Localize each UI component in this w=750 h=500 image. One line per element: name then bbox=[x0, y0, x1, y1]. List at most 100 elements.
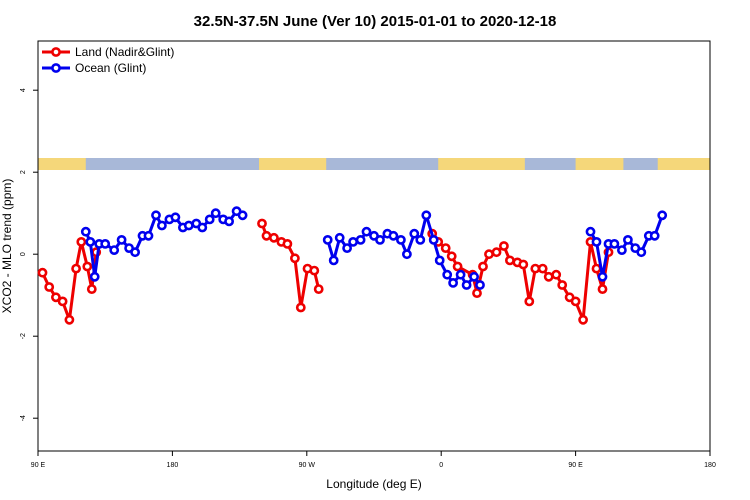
series-layer bbox=[37, 206, 668, 325]
data-point bbox=[421, 210, 432, 221]
data-point bbox=[295, 302, 306, 313]
data-point bbox=[609, 238, 620, 249]
data-point bbox=[309, 265, 320, 276]
data-point bbox=[623, 234, 633, 245]
data-point bbox=[401, 249, 412, 260]
data-point bbox=[44, 282, 55, 292]
data-point bbox=[504, 255, 515, 266]
data-point bbox=[82, 261, 93, 272]
legend-ocean-marker bbox=[51, 63, 61, 73]
data-point bbox=[518, 259, 529, 270]
data-point bbox=[289, 253, 300, 264]
data-point bbox=[143, 230, 154, 241]
data-point bbox=[440, 243, 451, 253]
data-point bbox=[409, 228, 420, 239]
y-tick-label: 0 bbox=[20, 252, 27, 256]
land-band bbox=[575, 158, 624, 170]
data-point bbox=[537, 263, 548, 274]
legend-land-label: Land (Nadir&Glint) bbox=[75, 45, 174, 59]
series-ocean bbox=[80, 206, 668, 290]
x-axis: 90 E 180 90 W 0 90 E 180 bbox=[31, 451, 716, 469]
data-point bbox=[524, 296, 535, 307]
data-point bbox=[71, 263, 81, 274]
data-point bbox=[224, 216, 234, 227]
data-point bbox=[313, 284, 324, 294]
data-point bbox=[551, 269, 562, 280]
x-tick-label: 180 bbox=[167, 462, 179, 469]
data-point bbox=[37, 267, 48, 278]
data-point bbox=[237, 210, 248, 221]
data-point bbox=[446, 251, 457, 262]
data-point bbox=[557, 280, 568, 290]
data-point bbox=[636, 247, 647, 258]
legend-land-marker bbox=[51, 47, 61, 57]
data-point bbox=[328, 255, 339, 266]
data-point bbox=[210, 208, 221, 219]
y-axis: -4 -2 0 2 4 bbox=[20, 88, 38, 421]
data-point bbox=[657, 210, 668, 221]
data-point bbox=[388, 230, 399, 241]
x-tick-label: 180 bbox=[704, 462, 716, 469]
legend-ocean-label: Ocean (Glint) bbox=[75, 61, 146, 75]
data-point bbox=[76, 236, 87, 247]
data-point bbox=[183, 220, 194, 231]
data-point bbox=[428, 234, 439, 245]
data-point bbox=[442, 269, 453, 280]
data-point bbox=[89, 271, 100, 282]
data-point bbox=[51, 292, 61, 303]
series-line bbox=[589, 214, 664, 279]
legend: Land (Nadir&Glint) Ocean (Glint) bbox=[42, 45, 174, 75]
data-point bbox=[348, 236, 358, 247]
data-point bbox=[268, 232, 279, 243]
data-point bbox=[578, 314, 588, 325]
data-point bbox=[100, 238, 111, 249]
data-point bbox=[334, 232, 345, 243]
data-point bbox=[415, 234, 426, 245]
land-band bbox=[657, 158, 710, 170]
data-point bbox=[355, 234, 366, 245]
data-point bbox=[591, 263, 602, 274]
data-point bbox=[86, 284, 97, 294]
data-point bbox=[469, 271, 479, 282]
data-point bbox=[156, 220, 167, 231]
data-point bbox=[448, 277, 458, 288]
data-point bbox=[478, 261, 488, 272]
data-point bbox=[649, 230, 660, 241]
y-tick-label: 2 bbox=[20, 170, 27, 174]
y-tick-label: 4 bbox=[20, 88, 27, 92]
data-point bbox=[261, 230, 272, 241]
data-point bbox=[585, 226, 596, 237]
data-point bbox=[543, 271, 554, 282]
data-point bbox=[64, 314, 75, 325]
data-point bbox=[204, 214, 215, 225]
data-point bbox=[434, 255, 445, 266]
data-point bbox=[591, 236, 602, 247]
y-axis-label: XCO2 - MLO trend (ppm) bbox=[0, 179, 14, 314]
data-point bbox=[85, 236, 96, 247]
chart-title: 32.5N-37.5N June (Ver 10) 2015-01-01 to … bbox=[194, 13, 557, 30]
x-tick-label: 90 E bbox=[31, 462, 46, 469]
ocean-band bbox=[38, 158, 710, 170]
data-point bbox=[130, 247, 140, 258]
x-axis-label: Longitude (deg E) bbox=[326, 477, 421, 491]
data-point bbox=[395, 234, 406, 245]
plot-area bbox=[37, 40, 711, 452]
data-point bbox=[322, 234, 333, 245]
y-tick-label: -2 bbox=[20, 333, 27, 339]
data-point bbox=[109, 245, 120, 255]
data-point bbox=[375, 234, 385, 245]
data-point bbox=[116, 234, 127, 245]
data-point bbox=[455, 269, 466, 280]
data-point bbox=[57, 296, 68, 307]
data-point bbox=[170, 212, 181, 223]
land-band bbox=[438, 158, 525, 170]
data-point bbox=[597, 271, 608, 282]
data-point bbox=[197, 222, 208, 233]
data-point bbox=[461, 280, 472, 290]
data-point bbox=[282, 238, 293, 249]
data-point bbox=[498, 241, 509, 251]
data-point bbox=[452, 261, 463, 272]
land-ocean-strip bbox=[38, 158, 710, 170]
data-point bbox=[472, 288, 482, 298]
